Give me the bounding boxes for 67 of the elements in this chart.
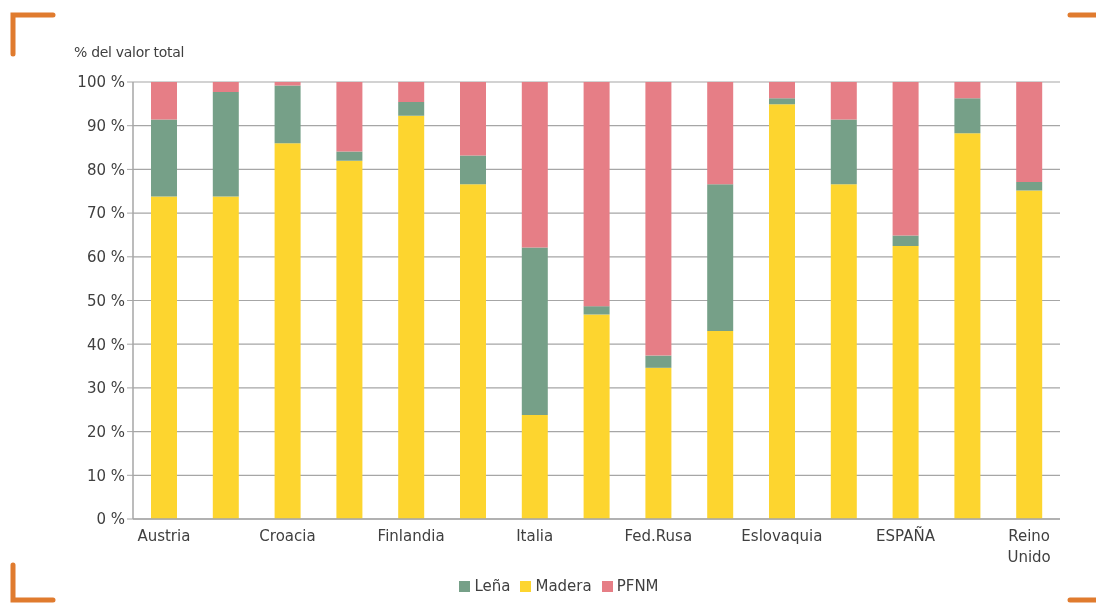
bar	[645, 367, 672, 519]
bar	[707, 331, 734, 519]
bar	[398, 115, 425, 519]
bar	[398, 82, 425, 103]
bar	[769, 98, 795, 105]
bar	[645, 355, 672, 368]
bar	[954, 133, 981, 519]
bar	[521, 247, 548, 415]
bar	[212, 92, 239, 197]
bar	[151, 119, 177, 197]
bar	[212, 82, 239, 93]
bar	[521, 82, 548, 248]
bar	[645, 82, 672, 356]
x-tick-label: Fed.Rusa	[624, 527, 693, 545]
bar	[460, 155, 486, 185]
legend-label: Madera	[535, 577, 592, 595]
bar	[1016, 190, 1043, 519]
bar	[151, 82, 177, 120]
y-tick-label: 50 %	[86, 291, 125, 310]
bar	[769, 104, 795, 519]
x-tick-label: ESPAÑA	[876, 526, 936, 545]
x-tick-label: Reino Unido	[1007, 527, 1051, 566]
bar	[892, 245, 919, 519]
legend-label: PFNM	[616, 577, 659, 595]
x-tick-label: Croacia	[259, 527, 316, 545]
bar	[583, 82, 610, 307]
bar	[830, 184, 857, 519]
x-tick-label: Austria	[137, 527, 191, 545]
bar	[830, 119, 857, 185]
bar	[521, 414, 548, 519]
bar	[892, 82, 919, 236]
y-tick-label: 40 %	[86, 335, 125, 354]
x-tick-label: Finlandia	[377, 527, 445, 545]
bar	[151, 196, 177, 519]
bar	[336, 82, 363, 152]
bar	[1016, 82, 1043, 183]
y-tick-label: 60 %	[86, 248, 125, 267]
bar	[398, 102, 425, 116]
x-tick-label: Italia	[516, 527, 554, 545]
y-tick-label: 90 %	[86, 117, 125, 136]
bar	[769, 82, 795, 99]
bar	[707, 82, 734, 185]
bar	[954, 98, 981, 134]
x-tick-label: Eslovaquia	[741, 527, 823, 545]
legend-label: Leña	[474, 577, 511, 595]
y-tick-label: 70 %	[86, 204, 125, 223]
bar	[212, 196, 239, 519]
y-axis-title: % del valor total	[74, 44, 185, 60]
bar	[830, 82, 857, 120]
y-tick-label: 80 %	[86, 160, 125, 179]
y-tick-label: 100 %	[77, 73, 125, 92]
y-tick-label: 30 %	[86, 379, 125, 398]
bar	[1016, 182, 1043, 191]
bar	[336, 160, 363, 519]
bar	[892, 235, 919, 246]
y-tick-label: 0 %	[96, 510, 125, 529]
bar	[336, 151, 363, 161]
bar	[460, 82, 486, 156]
bar	[954, 82, 981, 99]
bar	[460, 184, 486, 519]
bar	[583, 314, 610, 519]
y-tick-label: 20 %	[86, 422, 125, 441]
bar	[274, 143, 301, 519]
bar	[274, 85, 301, 144]
bar	[707, 184, 734, 332]
y-tick-label: 10 %	[86, 466, 125, 485]
bar	[583, 306, 610, 315]
